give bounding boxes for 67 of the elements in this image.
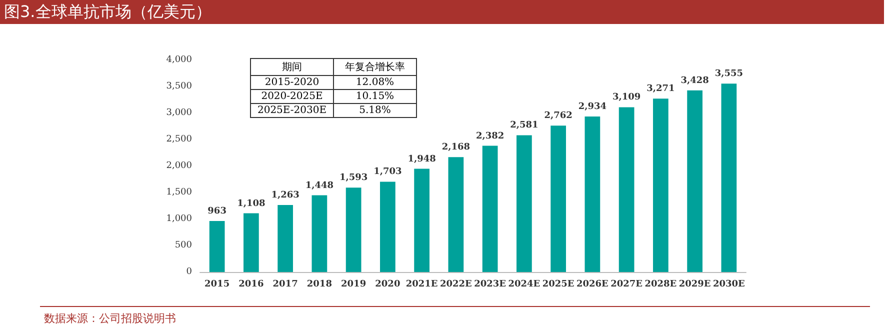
data-label: 1,448	[305, 180, 334, 191]
bar	[653, 98, 668, 272]
annotation: 年复合增长率	[334, 58, 416, 76]
annotation: 5.18%	[334, 104, 416, 118]
data-label: 2,581	[510, 120, 538, 131]
bar	[721, 84, 737, 272]
y-tick-label: 0	[186, 267, 192, 277]
x-tick-label: 2015	[204, 280, 230, 290]
x-tick-label: 2025E	[542, 280, 574, 290]
chart-title: 图3.全球单抗市场（亿美元）	[0, 0, 884, 24]
data-label: 3,555	[714, 69, 744, 80]
annotation: 2015-2020	[250, 76, 334, 90]
x-tick-label: 2029E	[678, 280, 711, 290]
bar	[618, 107, 634, 272]
bar	[448, 157, 464, 272]
x-tick-label: 2024E	[508, 280, 540, 290]
annotation: 期间	[250, 58, 334, 76]
bar	[346, 188, 362, 272]
bar	[584, 116, 600, 272]
y-tick-label: 1,500	[166, 188, 192, 198]
x-tick-label: 2027E	[610, 280, 643, 290]
data-label: 963	[208, 206, 226, 216]
x-tick-label: 2018	[306, 280, 332, 290]
x-tick-label: 2020	[375, 280, 400, 290]
y-tick-label: 2,000	[166, 161, 192, 171]
data-label: 3,109	[612, 92, 641, 103]
data-label: 2,934	[578, 102, 607, 112]
x-tick-label: 2030E	[712, 280, 746, 290]
data-label: 3,271	[646, 84, 675, 94]
annotation: 2020-2025E	[250, 90, 334, 104]
source-note: 数据来源：公司招股说明书	[44, 311, 176, 326]
y-tick-label: 500	[174, 240, 192, 250]
data-label: 1,948	[408, 154, 436, 164]
y-tick-label: 4,000	[166, 55, 192, 65]
x-tick-label: 2023E	[474, 280, 506, 290]
bar	[687, 90, 702, 272]
bar	[278, 205, 293, 272]
x-tick-label: 2022E	[440, 280, 472, 290]
y-tick-label: 2,500	[166, 134, 192, 144]
annotation: 2025E-2030E	[250, 104, 334, 118]
data-label: 1,703	[374, 167, 402, 178]
annotation: 12.08%	[334, 76, 416, 90]
x-tick-label: 2026E	[576, 280, 609, 290]
data-label: 2,168	[442, 142, 470, 153]
y-tick-label: 3,000	[166, 108, 192, 118]
x-tick-label: 2019	[341, 280, 366, 290]
x-tick-label: 2017	[272, 280, 298, 290]
annotation: 10.15%	[334, 90, 416, 104]
bar	[312, 195, 328, 272]
data-label: 1,263	[271, 190, 300, 201]
y-tick-label: 1,000	[166, 214, 192, 224]
data-label: 2,762	[544, 111, 572, 122]
x-tick-label: 2028E	[644, 280, 677, 290]
data-label: 1,108	[237, 198, 266, 209]
bar	[244, 213, 259, 272]
x-tick-label: 2016	[238, 280, 264, 290]
data-label: 1,593	[339, 173, 368, 184]
bar	[414, 168, 430, 272]
data-label: 3,428	[680, 76, 709, 86]
bar	[550, 126, 566, 272]
bar	[516, 135, 532, 272]
bar	[380, 182, 396, 272]
y-tick-label: 3,500	[166, 82, 192, 92]
x-tick-label: 2021E	[406, 280, 438, 290]
bar	[209, 220, 225, 272]
bar	[482, 146, 498, 272]
data-label: 2,382	[476, 131, 504, 142]
